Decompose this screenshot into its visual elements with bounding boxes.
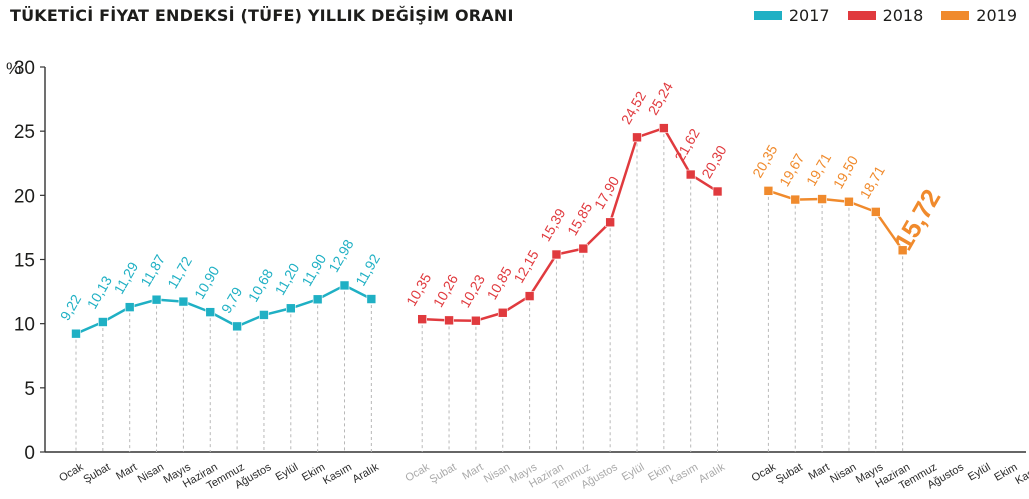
data-point bbox=[312, 294, 323, 305]
data-point bbox=[763, 186, 774, 196]
data-point bbox=[844, 196, 854, 207]
data-point bbox=[259, 310, 269, 320]
data-point bbox=[205, 307, 216, 317]
data-point bbox=[339, 280, 350, 291]
data-point bbox=[524, 291, 535, 301]
legend-swatch-2017 bbox=[753, 11, 782, 20]
legend-item-2019: 2019 bbox=[941, 6, 1017, 25]
x-tick-label: Kasım bbox=[667, 461, 700, 487]
data-point bbox=[578, 243, 589, 254]
x-tick-label: Kasım bbox=[321, 461, 354, 487]
data-label: 11,92 bbox=[352, 251, 383, 289]
x-tick-label: Mart bbox=[807, 461, 832, 482]
data-label: 20,30 bbox=[698, 142, 729, 181]
series-line-2019 bbox=[768, 189, 904, 251]
data-point bbox=[497, 307, 508, 318]
data-point bbox=[444, 315, 454, 326]
data-label: 20,35 bbox=[749, 142, 780, 181]
data-label: 10,23 bbox=[457, 272, 488, 311]
x-tick-label: Eylül bbox=[966, 461, 993, 483]
x-tick-label: Nisan bbox=[828, 461, 858, 485]
data-label: 9,79 bbox=[218, 284, 246, 316]
data-label: 18,71 bbox=[857, 163, 888, 202]
data-label: 11,72 bbox=[164, 253, 195, 291]
data-point bbox=[285, 303, 296, 314]
x-tick-label: Mart bbox=[114, 461, 139, 482]
x-tick-label: Ocak bbox=[750, 461, 779, 484]
data-point bbox=[790, 194, 801, 205]
data-label: 12,15 bbox=[510, 247, 541, 286]
data-point bbox=[98, 317, 108, 327]
data-point bbox=[870, 207, 881, 217]
x-tick-label: Nisan bbox=[136, 461, 166, 485]
legend-label-2019: 2019 bbox=[976, 6, 1017, 25]
data-point bbox=[366, 294, 377, 304]
data-label: 10,90 bbox=[191, 263, 222, 302]
data-label-highlight: 15,72 bbox=[888, 184, 947, 255]
data-point bbox=[659, 123, 669, 133]
data-point bbox=[151, 294, 162, 305]
data-label: 11,20 bbox=[272, 260, 303, 298]
data-point bbox=[817, 194, 827, 204]
y-tick-label: 30 bbox=[14, 58, 35, 79]
data-point bbox=[712, 186, 723, 197]
y-tick-label: 0 bbox=[24, 443, 35, 464]
data-point bbox=[124, 302, 135, 312]
x-tick-label: Mart bbox=[460, 461, 485, 482]
data-point bbox=[417, 314, 428, 324]
legend-swatch-2019 bbox=[941, 11, 970, 20]
data-label: 10,85 bbox=[483, 264, 514, 303]
data-label: 21,62 bbox=[671, 126, 702, 165]
legend-swatch-2018 bbox=[847, 11, 876, 20]
data-label: 19,50 bbox=[830, 153, 861, 192]
data-label: 10,26 bbox=[430, 271, 461, 310]
data-label: 10,13 bbox=[84, 273, 115, 312]
data-label: 12,98 bbox=[325, 236, 356, 275]
data-point bbox=[897, 245, 908, 256]
x-tick-label: Eylül bbox=[620, 461, 647, 483]
y-tick-label: 15 bbox=[14, 251, 35, 272]
data-point bbox=[685, 169, 696, 180]
y-tick-label: 10 bbox=[14, 315, 35, 336]
data-label: 11,90 bbox=[298, 251, 329, 289]
y-axis-unit: % bbox=[6, 59, 21, 78]
data-point bbox=[178, 296, 189, 307]
data-label: 9,22 bbox=[57, 291, 85, 323]
chart-title: TÜKETİCİ FİYAT ENDEKSİ (TÜFE) YILLIK DEĞ… bbox=[10, 6, 514, 25]
data-point bbox=[232, 321, 242, 332]
data-point bbox=[71, 328, 81, 339]
x-tick-label: Şubat bbox=[774, 461, 805, 486]
data-label: 17,90 bbox=[591, 173, 622, 212]
data-label: 25,24 bbox=[645, 79, 676, 118]
data-label: 11,29 bbox=[110, 259, 141, 297]
x-tick-label: Aralık bbox=[697, 461, 728, 486]
data-label: 10,68 bbox=[245, 266, 276, 305]
legend-item-2017: 2017 bbox=[753, 6, 830, 25]
legend-label-2017: 2017 bbox=[788, 6, 830, 25]
x-tick-label: Aralık bbox=[350, 461, 381, 486]
y-tick-label: 25 bbox=[14, 122, 35, 143]
legend-label-2018: 2018 bbox=[882, 6, 924, 25]
x-tick-label: Ocak bbox=[57, 461, 86, 484]
data-point bbox=[471, 315, 481, 326]
legend-item-2018: 2018 bbox=[847, 6, 924, 25]
data-point bbox=[632, 132, 642, 143]
data-label: 19,67 bbox=[776, 151, 807, 190]
y-tick-label: 5 bbox=[24, 379, 35, 400]
data-label: 15,39 bbox=[537, 205, 568, 244]
data-point bbox=[605, 217, 615, 228]
x-tick-label: Nisan bbox=[482, 461, 512, 485]
x-tick-label: Şubat bbox=[428, 461, 459, 486]
x-tick-label: Ocak bbox=[403, 461, 432, 484]
data-point bbox=[551, 249, 562, 260]
data-label: 24,52 bbox=[618, 88, 649, 127]
data-label: 15,85 bbox=[564, 200, 595, 239]
x-tick-label: Şubat bbox=[81, 461, 112, 486]
y-tick-label: 20 bbox=[14, 186, 35, 207]
legend: 2017 2018 2019 bbox=[753, 6, 1017, 25]
x-tick-label: Eylül bbox=[274, 461, 301, 483]
